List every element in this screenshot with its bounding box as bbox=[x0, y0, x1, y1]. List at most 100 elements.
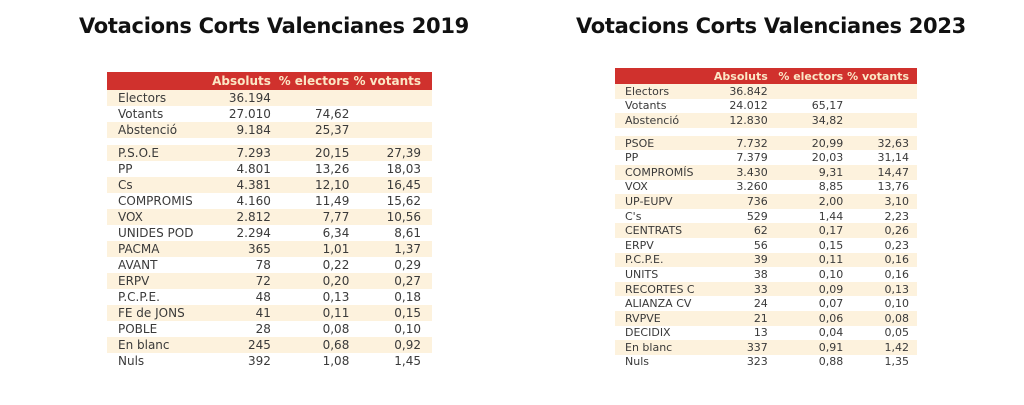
cell-absolut: 736 bbox=[713, 194, 768, 209]
party-row: AVANT 78 0,22 0,29 bbox=[107, 257, 432, 273]
party-row: PP 7.379 20,03 31,14 bbox=[615, 150, 917, 165]
row-label: PACMA bbox=[107, 241, 209, 257]
row-label: VOX bbox=[625, 180, 648, 194]
title-2023: Votacions Corts Valencianes 2023 bbox=[576, 14, 966, 38]
cell-pct-votants bbox=[349, 122, 432, 138]
cell-pct-electors: 1,01 bbox=[270, 241, 350, 257]
cell-pct-electors: 20,99 bbox=[767, 135, 844, 151]
cell-pct-electors: 0,04 bbox=[818, 326, 844, 340]
party-row: UP-EUPV 736 2,00 3,10 bbox=[615, 194, 917, 209]
cell-pct-votants: 1,35 bbox=[884, 355, 910, 369]
cell-pct-votants: 3,10 bbox=[843, 194, 917, 209]
header-blank bbox=[615, 68, 714, 84]
cell-absolut: 36.842 bbox=[713, 84, 768, 99]
row-label: P.C.P.E. bbox=[118, 290, 160, 304]
summary-row: Votants 27.010 74,62 bbox=[107, 106, 432, 122]
party-row: PACMA 365 1,01 1,37 bbox=[107, 241, 432, 257]
cell-pct-votants: 2,23 bbox=[884, 209, 910, 223]
cell-pct-votants: 0,05 bbox=[884, 326, 910, 340]
cell-absolut: 72 bbox=[208, 273, 271, 289]
cell-pct-votants: 27,39 bbox=[349, 145, 432, 161]
cell-absolut: 7.732 bbox=[713, 135, 768, 151]
row-label: PP bbox=[625, 151, 639, 165]
cell-pct-electors: 20,15 bbox=[270, 145, 350, 161]
row-label: UNITS bbox=[625, 267, 659, 281]
row-label: Abstenció bbox=[615, 113, 714, 128]
party-row: P.C.P.E. 48 0,13 0,18 bbox=[107, 289, 432, 305]
results-table-2019: Absoluts % electors % votants Electors 36… bbox=[107, 72, 432, 369]
cell-pct-votants: 1,42 bbox=[843, 340, 917, 355]
cell-pct-electors: 34,82 bbox=[767, 113, 844, 128]
cell-absolut: 245 bbox=[208, 337, 271, 353]
cell-pct-electors: 0,09 bbox=[767, 281, 844, 297]
row-label: Nuls bbox=[625, 355, 649, 369]
party-row: RECORTES C 33 0,09 0,13 bbox=[615, 281, 917, 297]
cell-absolut: 24 bbox=[753, 297, 768, 311]
cell-absolut: 4.160 bbox=[236, 194, 271, 208]
cell-pct-votants: 15,62 bbox=[386, 194, 421, 208]
party-row: COMPROMÍS 3.430 9,31 14,47 bbox=[615, 164, 917, 180]
cell-pct-votants: 1,45 bbox=[394, 354, 421, 368]
row-label: UP-EUPV bbox=[615, 194, 714, 209]
cell-pct-electors: 20,03 bbox=[811, 151, 844, 165]
header-absolut: Absoluts bbox=[208, 72, 271, 90]
table-body: Electors 36.194 Votants 27.010 74,62 Abstenci… bbox=[107, 90, 432, 369]
row-label: COMPROMÍS bbox=[615, 164, 714, 180]
cell-pct-electors: 0,08 bbox=[322, 322, 350, 336]
party-row: ERPV 72 0,20 0,27 bbox=[107, 273, 432, 289]
cell-pct-votants bbox=[349, 90, 432, 106]
party-row: P.C.P.E. 39 0,11 0,16 bbox=[615, 252, 917, 268]
party-row: C's 529 1,44 2,23 bbox=[615, 209, 917, 224]
party-row: PP 4.801 13,26 18,03 bbox=[107, 161, 432, 177]
cell-pct-votants: 0,18 bbox=[394, 290, 421, 304]
header-pct-electors: % electors bbox=[270, 72, 350, 90]
table-header-row: Absoluts % electors % votants bbox=[107, 72, 432, 90]
cell-pct-votants: 32,63 bbox=[843, 135, 917, 151]
cell-absolut: 4.801 bbox=[236, 162, 271, 176]
party-row: VOX 3.260 8,85 13,76 bbox=[615, 180, 917, 195]
cell-pct-votants: 0,23 bbox=[884, 238, 910, 252]
cell-pct-electors: 1,08 bbox=[322, 354, 350, 368]
cell-absolut: 2.294 bbox=[236, 226, 271, 240]
cell-absolut: 36.194 bbox=[208, 90, 271, 106]
cell-pct-electors: 74,62 bbox=[314, 107, 350, 121]
cell-pct-electors: 0,88 bbox=[818, 355, 844, 369]
cell-absolut: 48 bbox=[255, 290, 271, 304]
spacer-cell bbox=[615, 127, 917, 136]
cell-absolut: 3.430 bbox=[713, 164, 768, 180]
cell-pct-electors: 0,15 bbox=[818, 238, 844, 252]
party-row: P.S.O.E 7.293 20,15 27,39 bbox=[107, 145, 432, 161]
cell-pct-votants: 0,27 bbox=[349, 273, 432, 289]
cell-absolut: 21 bbox=[713, 310, 768, 326]
cell-absolut: 3.260 bbox=[736, 180, 768, 194]
cell-pct-electors: 0,10 bbox=[818, 267, 844, 281]
row-label: Nuls bbox=[118, 354, 145, 368]
cell-pct-electors: 0,06 bbox=[767, 310, 844, 326]
row-label: ERPV bbox=[107, 273, 209, 289]
cell-pct-electors: 0,11 bbox=[270, 305, 350, 321]
header-pct-votants: % votants bbox=[349, 72, 432, 90]
header-pct-votants: % votants bbox=[843, 68, 917, 84]
title-2019: Votacions Corts Valencianes 2019 bbox=[79, 14, 469, 38]
cell-pct-electors bbox=[767, 84, 844, 99]
party-row: Nuls 392 1,08 1,45 bbox=[107, 353, 432, 369]
cell-pct-electors: 12,10 bbox=[270, 177, 350, 193]
row-label: Electors bbox=[615, 84, 714, 99]
cell-pct-votants: 1,37 bbox=[349, 241, 432, 257]
row-label: Votants bbox=[625, 99, 667, 113]
row-label: COMPROMIS bbox=[118, 194, 193, 208]
row-label: UNIDES POD bbox=[118, 226, 194, 240]
table-body: Electors 36.842 Votants 24.012 65,17 Abstenci… bbox=[615, 84, 917, 369]
cell-absolut: 7.379 bbox=[736, 151, 768, 165]
spacer-cell bbox=[107, 138, 432, 145]
cell-pct-electors: 0,22 bbox=[322, 258, 350, 272]
cell-pct-votants: 18,03 bbox=[386, 162, 421, 176]
party-row: RVPVE 21 0,06 0,08 bbox=[615, 310, 917, 326]
row-label: Abstenció bbox=[107, 122, 209, 138]
cell-absolut: 4.381 bbox=[208, 177, 271, 193]
row-label: ERPV bbox=[625, 238, 654, 252]
cell-pct-votants: 0,15 bbox=[349, 305, 432, 321]
party-row: DECIDIX 13 0,04 0,05 bbox=[615, 326, 917, 341]
cell-pct-votants: 10,56 bbox=[349, 209, 432, 225]
party-row: PSOE 7.732 20,99 32,63 bbox=[615, 135, 917, 151]
